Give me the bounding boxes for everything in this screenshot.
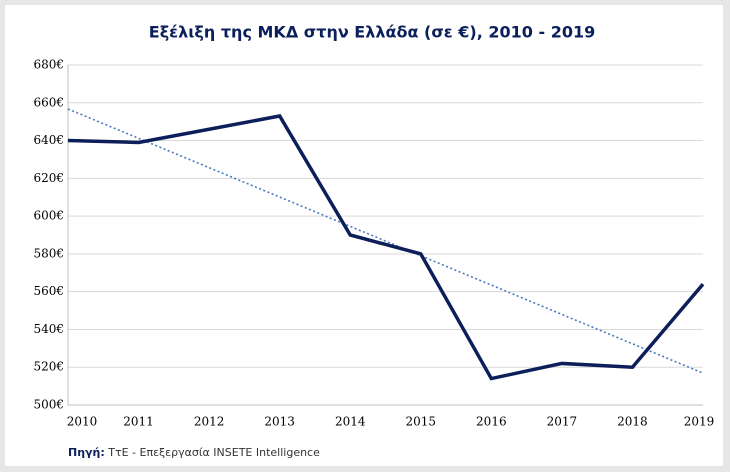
x-tick-label: 2017 <box>547 415 578 429</box>
source: Πηγή: ΤτΕ - Επεξεργασία INSETE Intellige… <box>68 446 320 459</box>
y-tick-label: 540€ <box>33 322 64 336</box>
y-tick-label: 500€ <box>33 398 64 412</box>
x-tick-label: 2010 <box>67 415 98 429</box>
trendline <box>67 108 704 374</box>
y-tick-label: 520€ <box>33 360 64 374</box>
x-tick-label: 2019 <box>684 415 715 429</box>
x-tick-label: 2015 <box>406 415 437 429</box>
y-tick-label: 680€ <box>33 58 64 72</box>
source-text: ΤτΕ - Επεξεργασία INSETE Intelligence <box>107 446 320 459</box>
chart-title: Εξέλιξη της ΜΚΔ στην Ελλάδα (σε €), 2010… <box>149 23 595 42</box>
x-tick-label: 2018 <box>617 415 648 429</box>
x-tick-label: 2013 <box>264 415 295 429</box>
y-tick-label: 560€ <box>33 284 64 298</box>
y-tick-label: 620€ <box>33 171 64 185</box>
x-tick-label: 2014 <box>335 415 366 429</box>
y-tick-label: 580€ <box>33 246 64 260</box>
x-tick-label: 2016 <box>476 415 507 429</box>
line-series <box>67 114 705 381</box>
source-label: Πηγή: <box>68 446 105 459</box>
y-tick-label: 640€ <box>33 133 64 147</box>
y-tick-label: 660€ <box>33 95 64 109</box>
x-tick-label: 2011 <box>123 415 154 429</box>
x-tick-label: 2012 <box>194 415 225 429</box>
panel <box>5 5 723 466</box>
y-tick-label: 600€ <box>33 209 64 223</box>
